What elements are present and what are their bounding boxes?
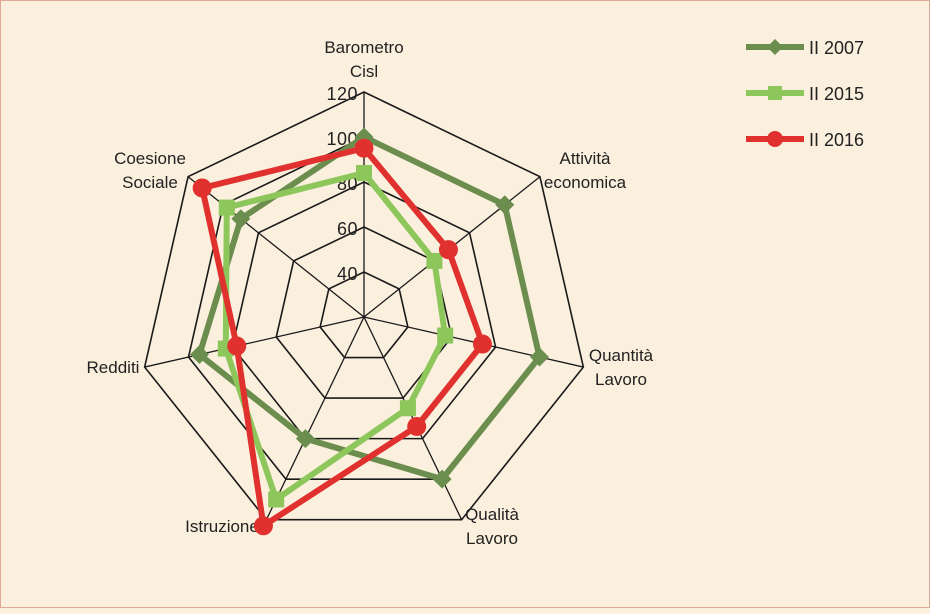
series-layer	[189, 127, 549, 536]
data-point	[253, 516, 273, 536]
legend-label: II 2016	[809, 130, 864, 150]
data-point	[354, 138, 374, 158]
data-point	[407, 416, 427, 436]
axis-label: Quantità Lavoro	[589, 346, 654, 389]
legend-marker	[767, 39, 783, 55]
data-point	[227, 336, 247, 356]
legend-marker	[767, 131, 783, 147]
data-point	[231, 209, 251, 229]
axis-label: Istruzione	[185, 517, 259, 536]
data-point	[432, 469, 452, 489]
axis-label: Barometro Cisl	[324, 38, 403, 81]
data-point	[437, 327, 454, 344]
data-point	[495, 195, 515, 215]
axis-labels: Barometro Cisl Attività economica Quantità La…	[87, 38, 654, 548]
grid-ring-120	[143, 91, 585, 521]
series-line	[222, 169, 449, 505]
legend-item: II 2015	[746, 84, 864, 104]
legend-label: II 2015	[809, 84, 864, 104]
axis-label: Qualità Lavoro	[465, 505, 519, 548]
tick-label: 40	[337, 264, 358, 284]
data-point	[192, 178, 212, 198]
data-point	[295, 429, 315, 449]
data-point	[472, 334, 492, 354]
legend: II 2007 II 2015 II 2016	[746, 38, 864, 150]
axis-label: Coesione Sociale	[114, 149, 186, 192]
axis-label: Redditi	[87, 358, 140, 377]
data-point	[399, 400, 416, 417]
series-line	[196, 133, 543, 483]
grid-spoke	[265, 316, 365, 521]
data-point	[426, 252, 443, 269]
legend-item: II 2016	[746, 130, 864, 150]
grid-ring-40	[319, 271, 409, 359]
data-point	[438, 240, 458, 260]
data-point	[189, 345, 209, 365]
tick-label: 120	[326, 84, 358, 104]
legend-marker	[768, 86, 782, 100]
data-point	[218, 199, 235, 216]
data-point	[268, 491, 285, 508]
data-point	[529, 347, 549, 367]
series-1	[217, 165, 454, 508]
series-line	[198, 144, 486, 531]
legend-item: II 2007	[746, 38, 864, 58]
data-point	[356, 165, 372, 181]
legend-label: II 2007	[809, 38, 864, 58]
grid-spoke	[187, 176, 365, 318]
tick-label: 60	[337, 219, 358, 239]
grid-spoke	[144, 316, 365, 368]
axis-label: Attività economica	[544, 149, 627, 192]
series-2	[192, 138, 492, 536]
